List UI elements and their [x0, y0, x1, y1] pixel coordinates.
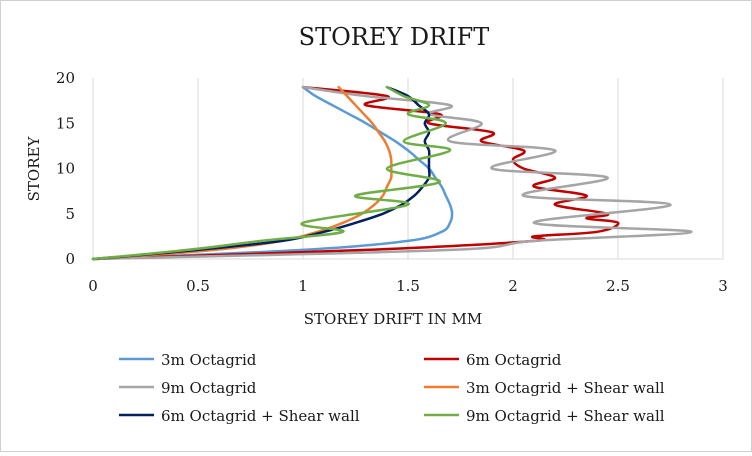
x-tick-label: 3 — [718, 277, 728, 295]
x-tick-label: 2 — [508, 277, 518, 295]
grid-lines — [197, 78, 724, 259]
y-tick-label: 0 — [65, 250, 75, 268]
x-axis-title: STOREY DRIFT IN MM — [304, 310, 482, 328]
chart-title: STOREY DRIFT — [299, 23, 490, 51]
x-tick-label: 1 — [298, 277, 308, 295]
y-tick-label: 15 — [56, 114, 75, 132]
series-line-3m-octagrid — [91, 85, 454, 261]
legend-label: 3m Octagrid + Shear wall — [466, 379, 665, 397]
x-tick-label: 1.5 — [396, 277, 420, 295]
x-tick-label: 2.5 — [606, 277, 630, 295]
y-tick-label: 5 — [65, 205, 75, 223]
axes — [92, 78, 723, 260]
legend-label: 9m Octagrid — [161, 379, 257, 397]
series-line-3m-octagrid-plus-shear-wall — [91, 85, 393, 261]
y-axis-title: STOREY — [25, 136, 43, 202]
legend-label: 6m Octagrid — [466, 351, 562, 369]
legend-label: 3m Octagrid — [161, 351, 257, 369]
x-tick-label: 0.5 — [186, 277, 210, 295]
series-line-6m-octagrid-plus-shear-wall — [91, 85, 431, 261]
legend-label: 6m Octagrid + Shear wall — [161, 407, 360, 425]
y-tick-label: 10 — [56, 160, 75, 178]
tick-labels: 0 0.5 1 1.5 2 2.5 3 0 5 10 15 20 — [56, 69, 728, 295]
legend: 3m Octagrid 6m Octagrid 9m Octagrid 3m Octa… — [119, 351, 665, 425]
y-tick-label: 20 — [56, 69, 75, 87]
series-line-9m-octagrid-plus-shear-wall — [91, 85, 452, 261]
series-lines — [91, 85, 693, 261]
x-tick-label: 0 — [88, 277, 98, 295]
legend-label: 9m Octagrid + Shear wall — [466, 407, 665, 425]
